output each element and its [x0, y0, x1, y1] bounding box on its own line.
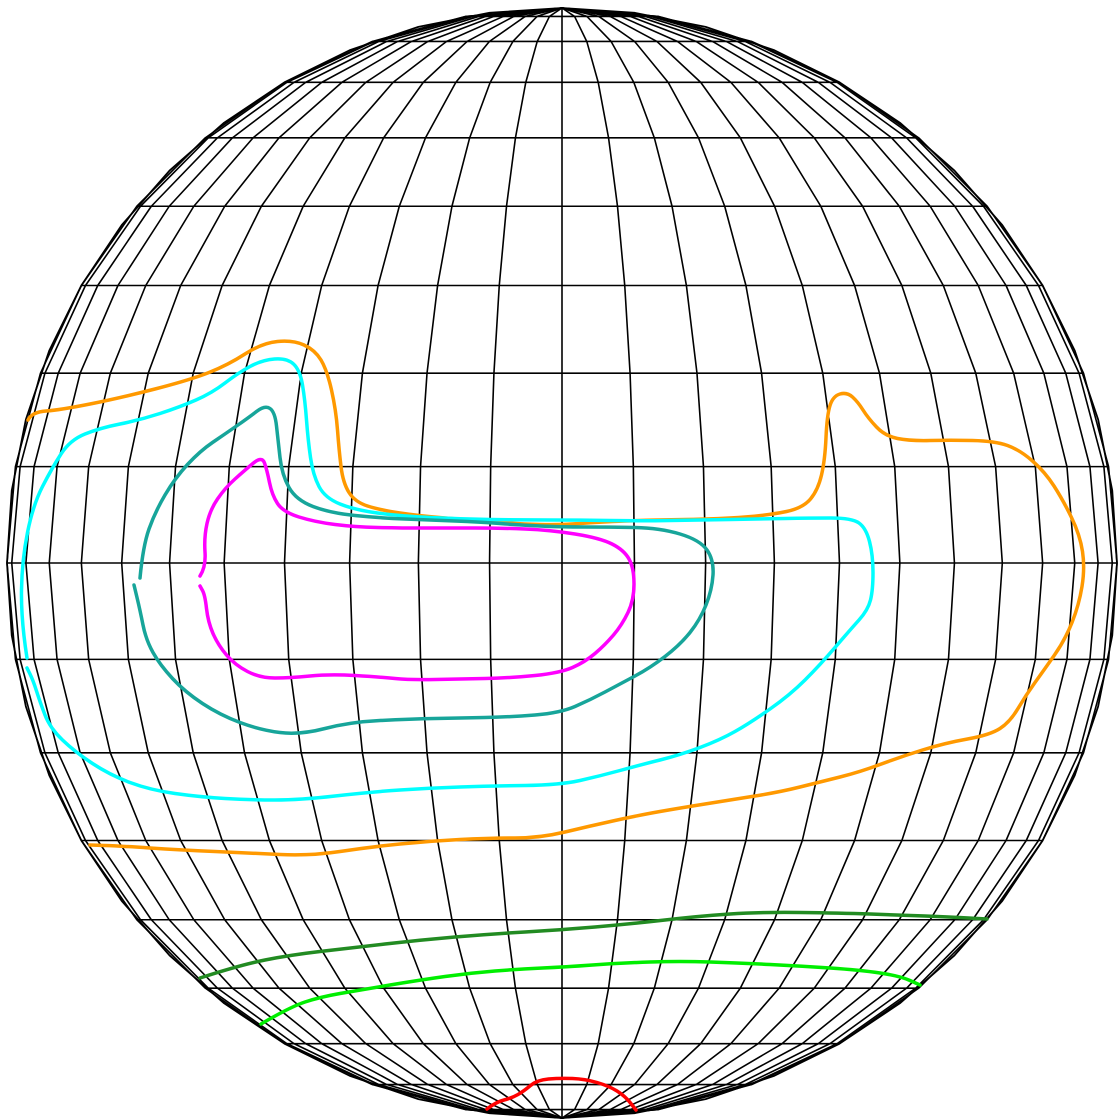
contour-red — [485, 1076, 638, 1112]
contour-lines — [19, 339, 1086, 1112]
contour-magenta — [198, 457, 636, 682]
contour-forest-green — [198, 910, 989, 980]
contour-lime — [259, 959, 922, 1026]
contour-cyan — [19, 357, 875, 802]
graticule-grid — [6, 7, 1118, 1119]
contour-teal — [132, 405, 715, 735]
globe-outline — [6, 7, 1118, 1119]
contour-orange — [26, 339, 1086, 857]
